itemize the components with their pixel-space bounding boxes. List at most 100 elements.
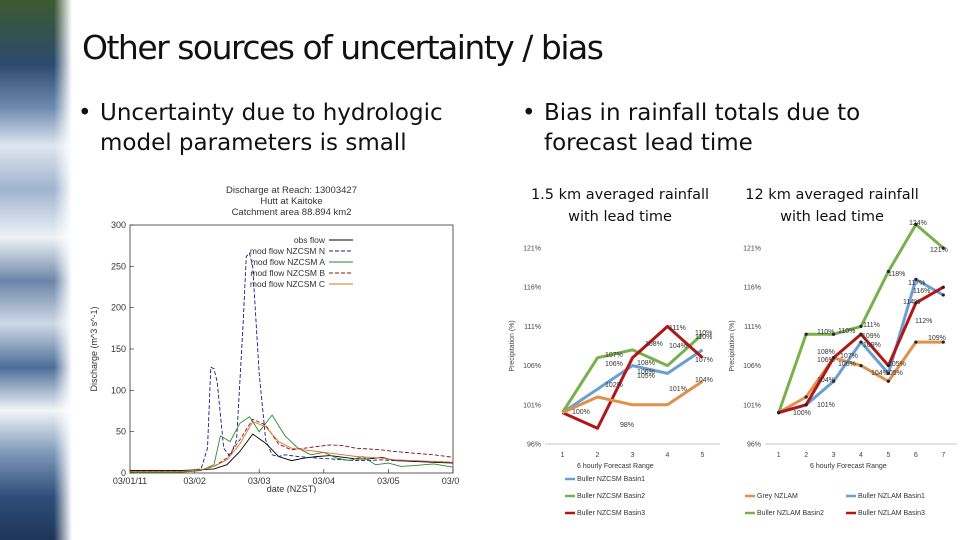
y-tick-label: 106%: [743, 363, 761, 370]
data-label: 106%: [838, 361, 856, 368]
x-tick-label: 1: [777, 452, 781, 459]
data-label: 107%: [840, 353, 858, 360]
y-tick-label: 111%: [744, 324, 761, 331]
data-label: 114%: [903, 299, 920, 306]
data-point: [804, 403, 808, 407]
data-point: [859, 340, 863, 344]
y-axis-label: Precipitation (%): [729, 320, 736, 371]
y-tick-label: 50: [116, 427, 126, 437]
series-line: [561, 380, 704, 414]
legend-label: obs flow: [294, 235, 326, 245]
series-line: [130, 421, 454, 472]
y-tick-label: 150: [111, 344, 126, 354]
x-tick-label: 2: [804, 452, 808, 459]
bullet-text: Uncertainty due to hydrologic model para…: [100, 100, 443, 156]
y-tick-label: 116%: [524, 285, 541, 292]
legend-label: mod flow NZCSM B: [250, 268, 325, 278]
data-label: 106%: [605, 361, 623, 368]
data-label: 106%: [637, 369, 655, 376]
data-point: [914, 301, 918, 305]
y-tick-label: 0: [121, 468, 126, 478]
data-label: 109%: [928, 335, 946, 342]
data-label: 117%: [908, 280, 925, 287]
data-point: [914, 222, 918, 227]
legend-label: Buller NZLAM Basin3: [858, 510, 925, 517]
y-tick-label: 106%: [523, 363, 541, 370]
rainfall-12km-chart: 12 km averaged rainfall with lead time 96%…: [729, 187, 957, 517]
legend-label: Buller NZCSM Basin3: [577, 510, 645, 517]
data-label: 101%: [669, 386, 687, 393]
data-point: [886, 379, 891, 383]
x-tick-label: 4: [859, 452, 863, 459]
data-point: [886, 371, 891, 376]
data-point: [941, 340, 945, 344]
bullet-dot: •: [78, 100, 92, 126]
x-tick-label: 03/03: [248, 476, 271, 486]
data-label: 109%: [862, 333, 880, 340]
data-point: [859, 324, 863, 328]
data-point: [831, 356, 836, 360]
data-point: [914, 340, 918, 344]
chart-title-line: Catchment area 88.894 km2: [232, 207, 352, 218]
slide-title: Other sources of uncertainty / bias: [82, 28, 604, 67]
y-axis-label: Discharge (m^3 s^-1): [89, 307, 99, 392]
data-label: 105%: [885, 370, 903, 377]
data-label: 110%: [695, 334, 712, 341]
data-label: 108%: [645, 341, 663, 348]
data-point: [886, 269, 891, 274]
data-label: 100%: [793, 410, 811, 417]
bullet-hydrologic-parameters: • Uncertainty due to hydrologic model pa…: [78, 98, 478, 158]
legend-label: mod flow NZCSM N: [250, 246, 325, 256]
bullet-dot: •: [522, 100, 536, 126]
data-point: [941, 285, 945, 289]
x-tick-label: 03/01/11: [113, 476, 147, 486]
bullet-rainfall-bias: • Bias in rainfall totals due to forecas…: [522, 98, 882, 158]
x-tick-label: 03/07: [442, 476, 460, 486]
x-tick-label: 03/05: [377, 476, 400, 486]
legend-label: Grey NZLAM: [757, 493, 798, 500]
series-line: [561, 333, 704, 414]
data-label: 124%: [909, 220, 927, 227]
data-label: 104%: [695, 377, 713, 384]
chart-title-line: Hutt at Kaitoke: [260, 196, 322, 207]
x-axis-label: date (NZST): [267, 484, 317, 493]
series-line: [561, 324, 704, 430]
chart-title-line: 1.5 km averaged rainfall: [531, 187, 709, 203]
y-tick-label: 101%: [523, 402, 541, 409]
data-label: 108%: [817, 349, 835, 356]
x-tick-label: 3: [631, 452, 635, 459]
data-label: 102%: [605, 382, 623, 389]
series-line: [130, 414, 454, 473]
y-tick-label: 121%: [743, 246, 761, 253]
x-tick-label: 4: [666, 452, 670, 459]
x-axis-label: 6 hourly Forecast Range: [577, 463, 654, 470]
bullet-text: Bias in rainfall totals due to forecast …: [544, 100, 861, 156]
y-tick-label: 250: [111, 261, 126, 271]
series-line: [130, 418, 454, 472]
legend-label: Buller NZLAM Basin2: [757, 510, 824, 517]
legend-label: Buller NZLAM Basin1: [858, 493, 925, 500]
x-tick-label: 3: [832, 452, 836, 459]
y-tick-label: 111%: [524, 324, 541, 331]
data-label: 101%: [817, 402, 835, 409]
legend-label: Buller NZCSM Basin1: [577, 476, 645, 483]
x-tick-label: 5: [886, 452, 890, 459]
data-point: [941, 246, 945, 250]
chart-title-line: with lead time: [568, 209, 672, 225]
x-tick-label: 5: [701, 452, 705, 459]
data-label: 110%: [838, 328, 855, 335]
data-label: 110%: [817, 329, 834, 336]
chart-title-line: Discharge at Reach: 13003427: [226, 185, 357, 196]
chart-title-line: with lead time: [780, 209, 884, 225]
data-label: 104%: [669, 343, 687, 350]
data-point: [859, 364, 863, 368]
data-label: 105%: [637, 373, 655, 380]
data-point: [777, 411, 781, 415]
chart-title-line: 12 km averaged rainfall: [745, 187, 918, 203]
data-label: 106%: [817, 357, 835, 364]
legend-label: Buller NZCSM Basin2: [577, 493, 645, 500]
data-label: 104%: [817, 377, 835, 384]
data-label: 104%: [871, 370, 889, 377]
data-label: 112%: [915, 318, 932, 325]
data-label: 98%: [620, 422, 634, 429]
